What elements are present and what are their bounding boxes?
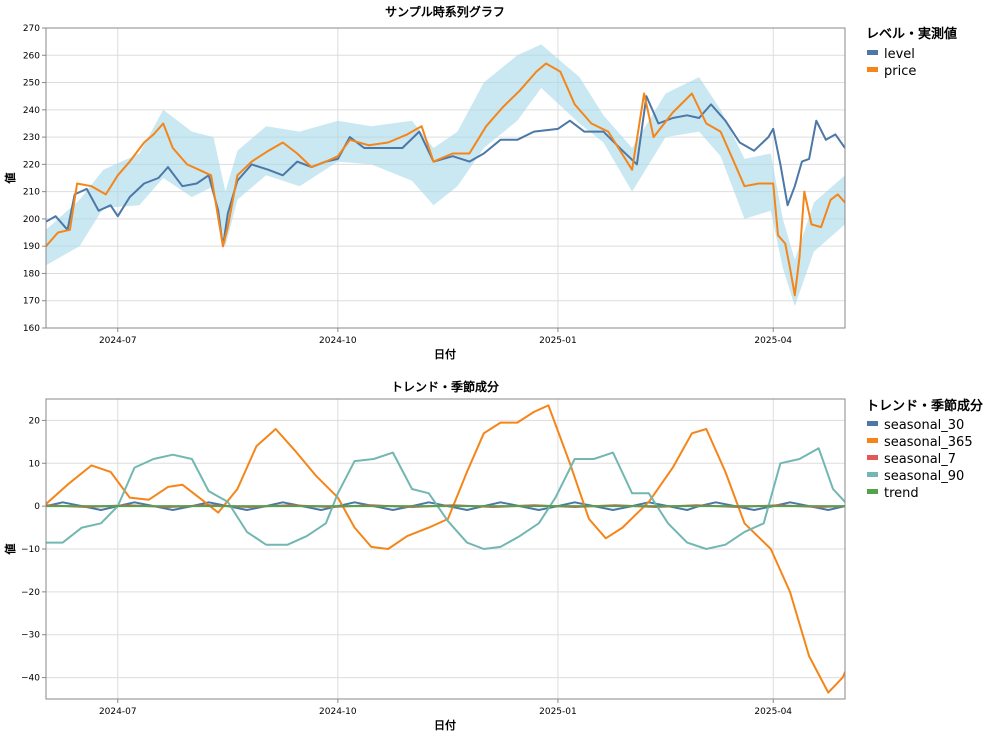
y-tick-label: 200 (23, 215, 40, 225)
y-tick-label: −30 (21, 631, 40, 641)
y-tick-label: 160 (23, 324, 40, 334)
top-legend-title: レベル・実測値 (866, 26, 957, 42)
y-tick-label: 270 (23, 24, 40, 34)
x-tick-label: 2024-07 (99, 336, 137, 346)
legend-label: price (884, 64, 916, 79)
legend-swatch (867, 50, 878, 55)
top-band (46, 44, 845, 307)
x-tick-label: 2025-04 (754, 336, 792, 346)
x-tick-label: 2025-04 (754, 707, 792, 717)
legend-swatch (867, 421, 878, 426)
y-tick-label: −10 (21, 545, 40, 555)
bottom-lines (46, 404, 845, 694)
x-tick-label: 2025-01 (539, 336, 577, 346)
confidence-band (46, 44, 845, 307)
top-axes: 160 170 180 190 200 210 220 230 240 250 260 270 2024… (23, 24, 846, 346)
bottom-chart: トレンド・季節成分 −40 −30 −20 −10 0 10 20 2024-07 2024-1… (3, 379, 983, 732)
y-tick-label: 250 (23, 79, 40, 89)
bottom-legend: トレンド・季節成分 seasonal_30 seasonal_365seasona… (866, 398, 983, 501)
bottom-chart-title: トレンド・季節成分 (391, 379, 499, 394)
top-chart-title: サンプル時系列グラフ (385, 4, 505, 19)
legend-swatch (867, 489, 878, 494)
y-tick-label: 230 (23, 133, 40, 143)
bottom-axes: −40 −30 −20 −10 0 10 20 2024-07 2024-10 2025-01 20… (21, 398, 846, 717)
top-legend: レベル・実測値 level price (866, 26, 957, 79)
x-tick-label: 2025-01 (539, 707, 577, 717)
bottom-x-axis-title: 日付 (434, 718, 456, 732)
x-tick-label: 2024-10 (319, 336, 357, 346)
x-tick-label: 2024-07 (99, 707, 137, 717)
legend-swatch (867, 67, 878, 72)
legend-label: seasonal_7 (884, 452, 956, 467)
y-tick-label: 260 (23, 51, 40, 61)
top-y-axis-title: 値 (3, 173, 17, 185)
legend-swatch (867, 438, 878, 443)
legend-label: seasonal_30 (884, 418, 964, 433)
y-tick-label: −40 (21, 674, 40, 684)
legend-swatch (867, 472, 878, 477)
y-tick-label: 10 (29, 459, 41, 469)
legend-label: trend (884, 486, 919, 501)
legend-label: seasonal_365 (884, 435, 973, 450)
series-line-seasonal-90 (46, 447, 845, 550)
series-line-level (46, 95, 845, 248)
y-tick-label: 220 (23, 160, 40, 170)
y-tick-label: 170 (23, 297, 40, 307)
plot-frame (45, 27, 846, 329)
y-tick-label: 240 (23, 106, 40, 116)
y-tick-label: 20 (29, 416, 41, 426)
series-line-price (46, 62, 845, 297)
plot-frame (45, 398, 846, 700)
y-tick-label: 180 (23, 269, 40, 279)
y-tick-label: 210 (23, 188, 40, 198)
bottom-legend-title: トレンド・季節成分 (866, 398, 983, 414)
top-x-axis-title: 日付 (434, 347, 456, 361)
legend-swatch (867, 455, 878, 460)
top-chart: サンプル時系列グラフ 160 170 180 190 200 210 220 230 240 25… (3, 4, 957, 361)
bottom-y-axis-title: 値 (3, 544, 17, 556)
legend-label: seasonal_90 (884, 469, 964, 484)
y-tick-label: 0 (34, 502, 40, 512)
top-lines (46, 62, 845, 297)
bottom-grid (46, 399, 845, 699)
y-tick-label: 190 (23, 242, 40, 252)
legend-label: level (884, 47, 915, 62)
x-tick-label: 2024-10 (319, 707, 357, 717)
y-tick-label: −20 (21, 588, 40, 598)
